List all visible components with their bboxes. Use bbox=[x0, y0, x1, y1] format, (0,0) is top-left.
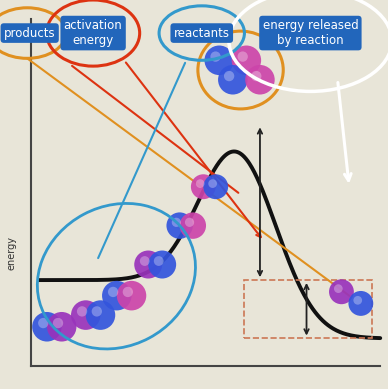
Circle shape bbox=[232, 46, 261, 75]
Circle shape bbox=[102, 281, 132, 310]
Circle shape bbox=[203, 174, 228, 199]
Circle shape bbox=[251, 71, 262, 81]
Circle shape bbox=[32, 312, 62, 342]
Circle shape bbox=[208, 179, 217, 188]
Circle shape bbox=[334, 284, 343, 293]
Circle shape bbox=[353, 296, 362, 305]
Bar bbox=[244, 280, 372, 338]
Circle shape bbox=[47, 312, 76, 342]
Circle shape bbox=[166, 212, 193, 239]
Text: products: products bbox=[4, 26, 55, 40]
Circle shape bbox=[140, 256, 150, 266]
Circle shape bbox=[77, 306, 87, 317]
Circle shape bbox=[148, 251, 176, 279]
Circle shape bbox=[71, 300, 100, 330]
Circle shape bbox=[180, 212, 206, 239]
Circle shape bbox=[224, 71, 234, 81]
Text: activation
energy: activation energy bbox=[64, 19, 123, 47]
Circle shape bbox=[348, 291, 373, 316]
Circle shape bbox=[218, 65, 248, 95]
Circle shape bbox=[134, 251, 162, 279]
Circle shape bbox=[196, 179, 204, 188]
Circle shape bbox=[191, 174, 216, 199]
Text: energy: energy bbox=[7, 236, 17, 270]
Circle shape bbox=[108, 287, 118, 297]
Text: energy released
by reaction: energy released by reaction bbox=[263, 19, 358, 47]
Circle shape bbox=[172, 218, 181, 227]
Circle shape bbox=[86, 300, 115, 330]
Circle shape bbox=[53, 318, 63, 328]
Circle shape bbox=[237, 51, 248, 62]
Circle shape bbox=[329, 279, 354, 304]
Circle shape bbox=[38, 318, 48, 328]
Circle shape bbox=[204, 46, 234, 75]
Circle shape bbox=[210, 51, 221, 62]
Circle shape bbox=[185, 218, 194, 227]
Circle shape bbox=[245, 65, 275, 95]
Circle shape bbox=[92, 306, 102, 317]
Circle shape bbox=[123, 287, 133, 297]
Circle shape bbox=[154, 256, 164, 266]
Circle shape bbox=[117, 281, 146, 310]
Text: reactants: reactants bbox=[174, 26, 230, 40]
